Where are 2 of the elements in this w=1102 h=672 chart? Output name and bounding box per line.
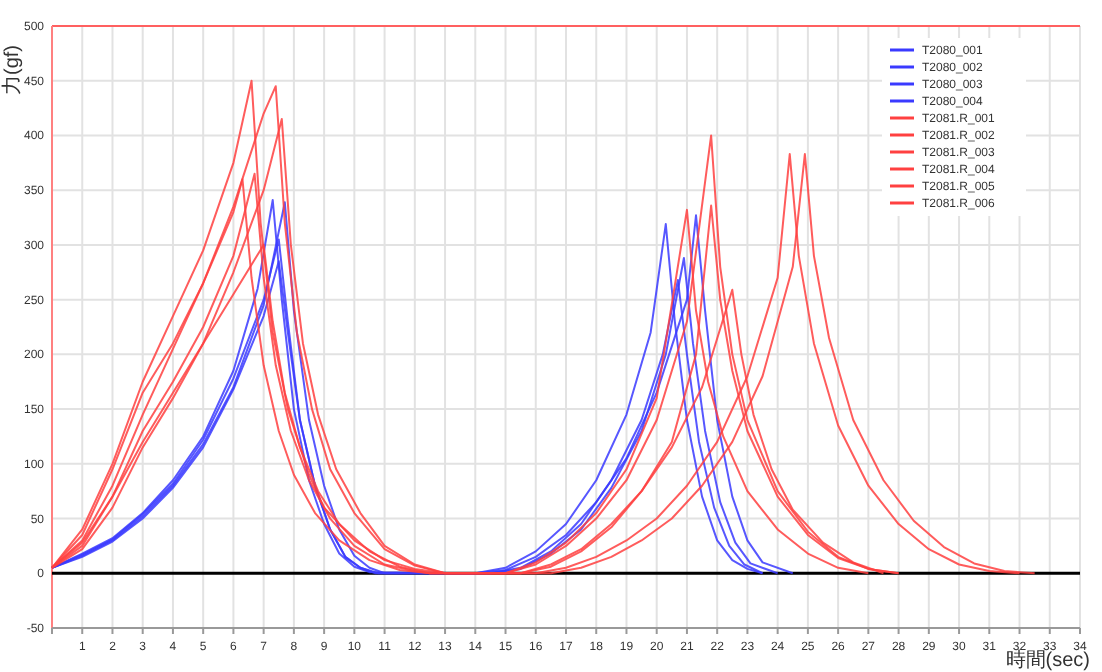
x-axis-title: 時間(sec) bbox=[1005, 648, 1090, 672]
y-axis-title: 力(gf) bbox=[0, 45, 24, 95]
